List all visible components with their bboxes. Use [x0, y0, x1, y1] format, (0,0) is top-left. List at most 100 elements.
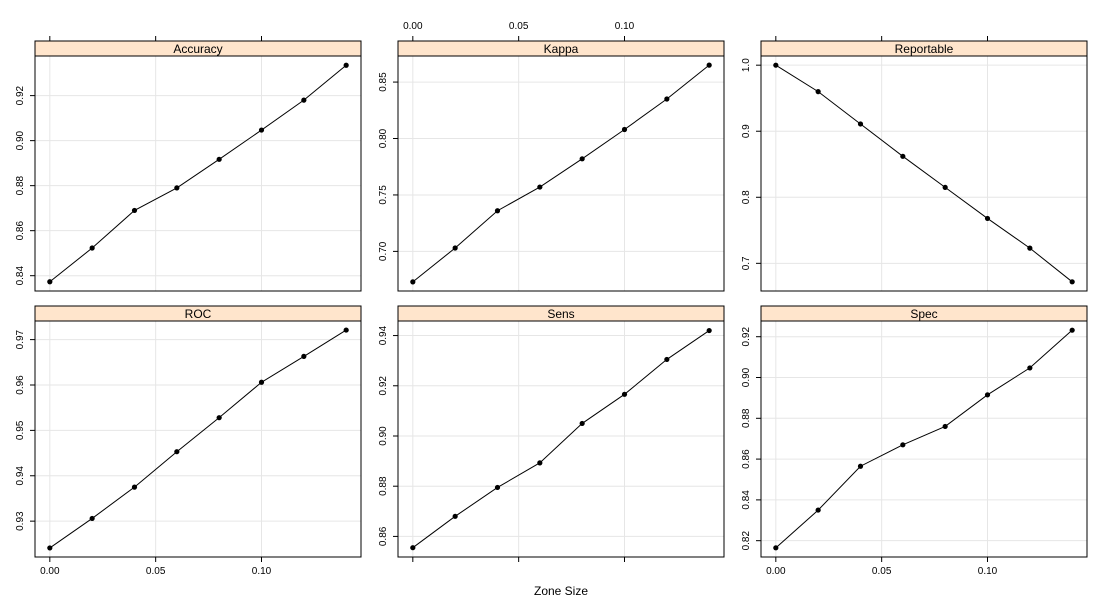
- strip-label-roc: ROC: [185, 307, 212, 321]
- point-sens: [537, 460, 543, 466]
- point-kappa: [706, 62, 712, 68]
- y-tick-label-spec: 0.82: [741, 531, 752, 551]
- panel-kappa: Kappa 0.70 0.75 0.80 0.85 0.00 0.05 0.10: [378, 21, 725, 292]
- y-tick-label-accuracy: 0.90: [15, 130, 26, 150]
- y-tick-label-accuracy: 0.88: [15, 175, 26, 195]
- y-tick-label-spec: 0.90: [741, 367, 752, 387]
- y-tick-label-spec: 0.84: [741, 490, 752, 510]
- series-line-kappa: [412, 64, 710, 283]
- y-tick-label-spec: 0.88: [741, 408, 752, 428]
- point-kappa: [452, 245, 458, 251]
- point-sens: [621, 391, 628, 397]
- point-sens: [579, 420, 585, 427]
- point-roc: [216, 415, 222, 421]
- y-tick-label-sens: 0.86: [378, 526, 389, 546]
- y-tick-label-sens: 0.92: [378, 376, 389, 396]
- series-line-accuracy: [49, 64, 347, 283]
- point-kappa: [537, 184, 543, 190]
- point-accuracy: [47, 279, 53, 285]
- point-spec: [1069, 327, 1075, 333]
- x-tick-label-top-kappa: 0.05: [509, 21, 529, 32]
- y-tick-label-kappa: 0.85: [378, 72, 389, 92]
- series-line-roc: [49, 329, 347, 549]
- point-spec: [815, 507, 821, 513]
- panel-reportable: Reportable 0.7 0.8 0.9 1.0: [741, 36, 1088, 292]
- x-axis-label: Zone Size: [534, 584, 588, 598]
- point-roc: [89, 515, 95, 522]
- point-accuracy: [301, 97, 307, 103]
- y-tick-label-reportable: 1.0: [741, 58, 752, 72]
- series-line-spec: [775, 329, 1073, 549]
- point-reportable: [1069, 279, 1075, 285]
- point-roc: [47, 545, 53, 551]
- point-sens: [452, 513, 458, 519]
- strip-label-spec: Spec: [910, 307, 937, 321]
- y-tick-label-accuracy: 0.86: [15, 221, 26, 241]
- point-accuracy: [343, 62, 349, 68]
- strip-label-reportable: Reportable: [895, 42, 954, 56]
- y-tick-label-sens: 0.90: [378, 426, 389, 446]
- point-accuracy: [258, 127, 265, 133]
- point-reportable: [1027, 245, 1033, 251]
- y-tick-label-spec: 0.92: [741, 327, 752, 347]
- point-kappa: [579, 156, 585, 162]
- x-tick-label-roc: 0.05: [146, 566, 166, 577]
- point-reportable: [900, 153, 906, 159]
- point-roc: [343, 327, 349, 333]
- point-kappa: [621, 126, 628, 133]
- panel-frame-spec: [760, 320, 1088, 558]
- y-tick-label-accuracy: 0.84: [15, 266, 26, 286]
- y-tick-label-reportable: 0.8: [741, 190, 752, 204]
- y-tick-label-accuracy: 0.92: [15, 85, 26, 105]
- point-roc: [131, 484, 138, 490]
- y-tick-label-reportable: 0.9: [741, 124, 752, 138]
- panel-spec: Spec 0.82 0.84 0.86 0.88 0.90 0.92 0.00 0.05 0.10: [741, 305, 1088, 577]
- x-tick-label-top-kappa: 0.10: [615, 21, 635, 32]
- point-accuracy: [216, 156, 222, 162]
- y-tick-label-roc: 0.96: [15, 375, 26, 395]
- point-roc: [258, 379, 265, 385]
- y-tick-label-spec: 0.86: [741, 449, 752, 469]
- y-tick-label-sens: 0.88: [378, 476, 389, 496]
- x-tick-label-spec: 0.00: [766, 566, 786, 577]
- panel-frame-kappa: [397, 55, 725, 292]
- x-tick-label-roc: 0.00: [40, 566, 60, 577]
- y-tick-label-reportable: 0.7: [741, 256, 752, 270]
- point-spec: [773, 545, 779, 551]
- point-reportable: [984, 215, 991, 222]
- panel-frame-roc: [34, 320, 362, 558]
- point-roc: [301, 353, 307, 359]
- panels-group: Accuracy 0.84 0.86 0.88 0.90 0.92 Kappa 0.70 0.7…: [15, 21, 1088, 577]
- point-sens: [494, 484, 501, 491]
- point-accuracy: [131, 207, 138, 214]
- point-reportable: [942, 184, 948, 190]
- panel-sens: Sens 0.86 0.88 0.90 0.92 0.94: [378, 305, 725, 562]
- x-tick-label-roc: 0.10: [252, 566, 272, 577]
- panel-frame-sens: [397, 320, 725, 558]
- series-line-sens: [412, 330, 710, 549]
- y-tick-label-roc: 0.93: [15, 511, 26, 531]
- point-sens: [664, 356, 670, 363]
- y-tick-label-roc: 0.95: [15, 420, 26, 440]
- panel-accuracy: Accuracy 0.84 0.86 0.88 0.90 0.92: [15, 36, 362, 292]
- point-kappa: [494, 208, 501, 214]
- strip-label-sens: Sens: [547, 307, 574, 321]
- y-tick-label-roc: 0.94: [15, 466, 26, 486]
- x-tick-label-spec: 0.10: [978, 566, 998, 577]
- point-sens: [410, 545, 416, 551]
- point-accuracy: [89, 245, 95, 251]
- y-tick-label-roc: 0.97: [15, 329, 26, 349]
- point-sens: [706, 327, 712, 334]
- y-tick-label-kappa: 0.75: [378, 185, 389, 205]
- point-roc: [174, 449, 180, 455]
- y-tick-label-sens: 0.94: [378, 325, 389, 345]
- point-spec: [1027, 365, 1033, 371]
- point-kappa: [410, 279, 416, 285]
- panel-frame-accuracy: [34, 55, 362, 292]
- y-tick-label-kappa: 0.70: [378, 241, 389, 261]
- point-spec: [942, 423, 948, 430]
- x-tick-label-spec: 0.05: [872, 566, 892, 577]
- point-spec: [984, 392, 991, 398]
- panel-frame-reportable: [760, 55, 1088, 292]
